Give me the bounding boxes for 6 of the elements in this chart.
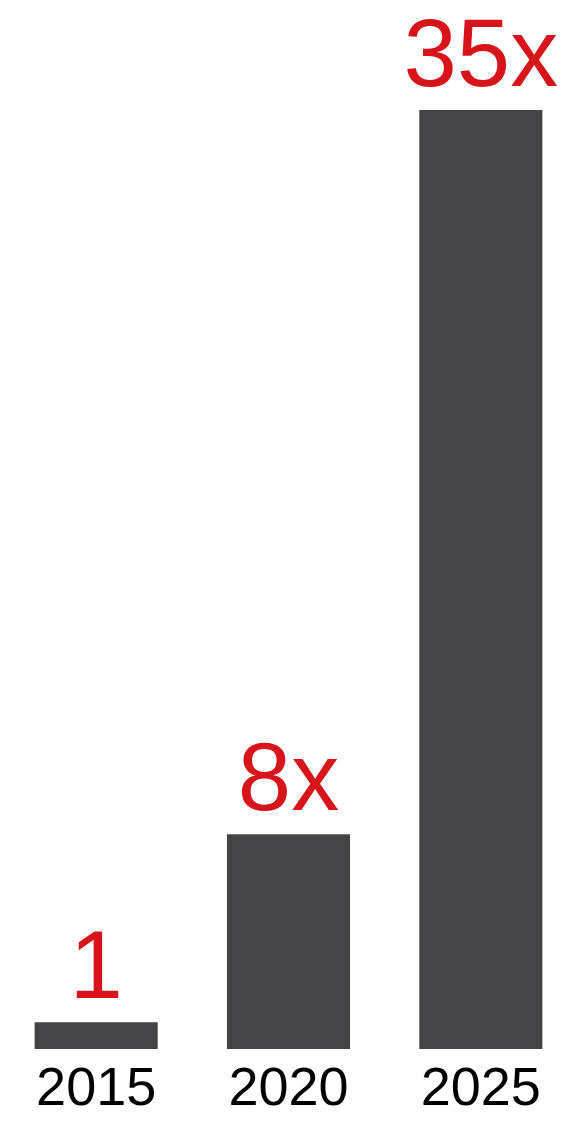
x-tick-label: 2025: [420, 1055, 541, 1116]
x-tick-label: 2015: [36, 1055, 157, 1116]
x-tick-label: 2020: [228, 1055, 349, 1116]
data-label: 8x: [237, 723, 340, 831]
data-label: 1: [69, 911, 123, 1019]
data-label: 35x: [403, 0, 559, 106]
